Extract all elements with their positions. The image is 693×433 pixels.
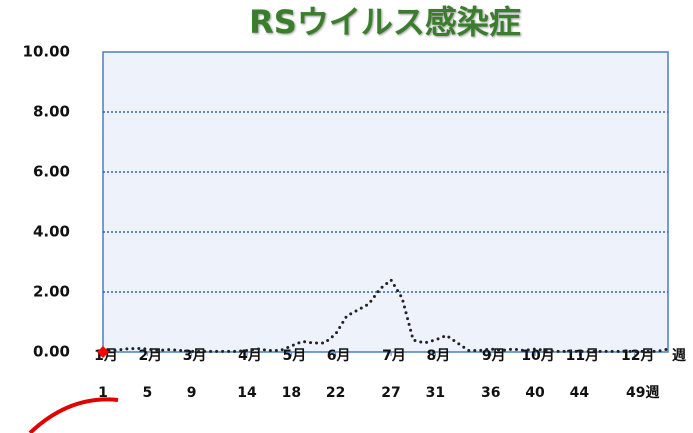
x-tick-label: 5 xyxy=(142,385,152,401)
month-label: 10月 xyxy=(521,348,554,364)
month-label: 6月 xyxy=(327,348,351,364)
x-axis-label: 週 xyxy=(672,348,686,364)
month-label: 12月 xyxy=(621,348,654,364)
x-tick-label: 40 xyxy=(525,385,545,401)
y-tick-label: 6.00 xyxy=(33,163,70,181)
x-tick-label: 36 xyxy=(481,385,500,401)
month-label: 4月 xyxy=(238,348,262,364)
month-label: 3月 xyxy=(183,348,207,364)
y-tick-label: 8.00 xyxy=(33,103,70,121)
y-tick-label: 4.00 xyxy=(33,223,70,241)
x-tick-label: 31 xyxy=(426,385,445,401)
x-tick-label: 18 xyxy=(282,385,301,401)
plot-area xyxy=(102,51,669,353)
x-tick-label: 1 xyxy=(98,385,108,401)
x-tick-label: 9 xyxy=(187,385,197,401)
decoration-arc xyxy=(28,397,119,433)
x-tick-label: 22 xyxy=(326,385,345,401)
x-tick-label: 14 xyxy=(237,385,257,401)
y-tick-label: 10.00 xyxy=(23,43,70,61)
y-tick-label: 2.00 xyxy=(33,283,70,301)
chart-title: RSウイルス感染症 xyxy=(249,3,521,41)
month-label: 11月 xyxy=(566,348,599,364)
y-tick-label: 0.00 xyxy=(33,343,70,361)
month-label: 2月 xyxy=(138,348,162,364)
x-tick-label: 44 xyxy=(570,385,590,401)
x-tick-label: 49週 xyxy=(626,385,659,401)
month-label: 5月 xyxy=(282,348,306,364)
line xyxy=(101,277,670,353)
x-tick-label: 27 xyxy=(381,385,400,401)
month-label: 9月 xyxy=(482,348,506,364)
month-label: 8月 xyxy=(426,348,450,364)
month-label: 7月 xyxy=(382,348,406,364)
marker xyxy=(97,346,109,358)
